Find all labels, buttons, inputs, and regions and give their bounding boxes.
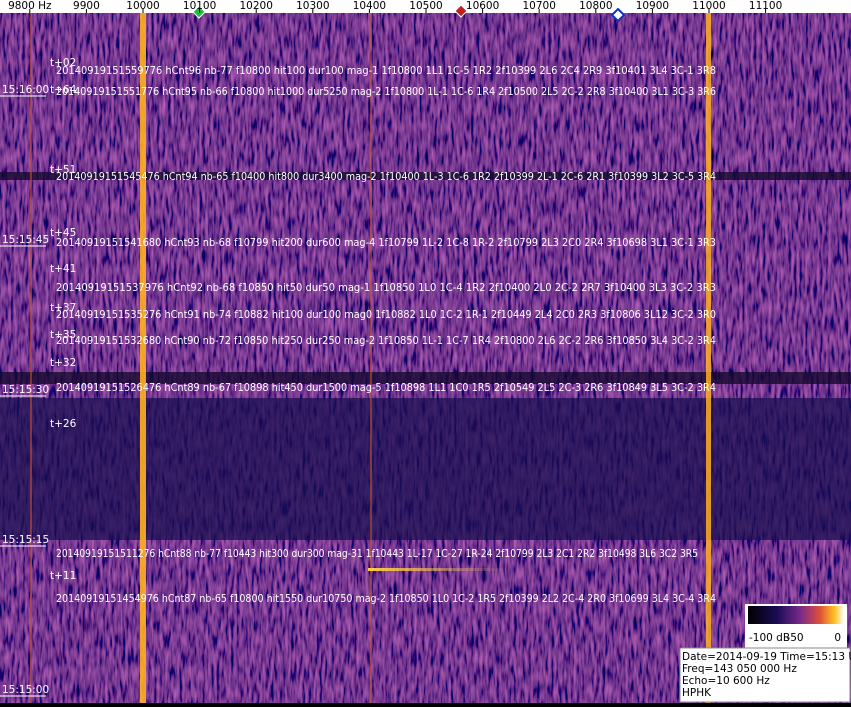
event-marker: t+41 xyxy=(50,263,76,275)
event-marker: t+64 xyxy=(50,84,77,96)
info-box xyxy=(679,647,851,703)
info-line: Echo=10 600 Hz xyxy=(682,675,770,687)
dark-row xyxy=(0,372,851,384)
detection-line: 20140919151532680 hCnt90 nb-72 f10850 hi… xyxy=(56,335,716,347)
detection-line: 20140919151559776 hCnt96 nb-77 f10800 hi… xyxy=(56,65,716,77)
info-line: Freq=143 050 000 Hz xyxy=(682,663,797,675)
freq-tick-label: 10400 xyxy=(353,0,386,12)
marker-green[interactable] xyxy=(192,5,206,19)
freq-tick-label: 11000 xyxy=(692,0,725,12)
detection-line: 20140919151545476 hCnt94 nb-65 f10400 hi… xyxy=(56,171,716,183)
freq-tick-label: 10100 xyxy=(183,0,216,12)
info-line: Date=2014-09-19 Time=15:13 UTC xyxy=(682,651,851,663)
marker-blue[interactable] xyxy=(610,7,626,23)
time-label: 15:15:15 xyxy=(2,534,49,546)
time-label: 15:15:30 xyxy=(2,384,49,396)
freq-tick-label: 10900 xyxy=(636,0,669,12)
spur-line xyxy=(30,13,32,703)
event-marker: t+32 xyxy=(50,357,76,369)
detection-line: 20140919151526476 hCnt89 nb-67 f10898 hi… xyxy=(56,382,716,394)
quiet-band xyxy=(0,398,851,540)
event-marker: t+45 xyxy=(50,227,76,239)
time-label: 15:15:45 xyxy=(2,234,49,246)
carrier-line xyxy=(706,13,711,703)
axis-markers xyxy=(192,4,626,23)
detection-line: 20140919151541680 hCnt93 nb-68 f10799 hi… xyxy=(56,237,716,249)
colorbar-label: 0 xyxy=(834,632,841,644)
event-marker: t+26 xyxy=(50,418,77,430)
event-marker: t+02 xyxy=(50,57,76,69)
freq-tick-label: 10800 xyxy=(579,0,612,12)
meteor-echo xyxy=(368,568,508,571)
freq-tick-label: 10500 xyxy=(409,0,442,12)
colorbar-label: -50 xyxy=(786,632,803,644)
detection-line: 20140919151551776 hCnt95 nb-66 f10800 hi… xyxy=(56,86,716,98)
freq-axis-bar xyxy=(0,0,851,13)
dark-row xyxy=(0,172,851,180)
event-marker: t+35 xyxy=(50,329,76,341)
detection-line: 20140919151535276 hCnt91 nb-74 f10882 hi… xyxy=(56,309,716,321)
freq-tick-label: 11100 xyxy=(749,0,782,12)
event-marker: t+11 xyxy=(50,570,76,582)
detection-line: 20140919151537976 hCnt92 nb-68 f10850 hi… xyxy=(56,282,716,294)
event-marker: t+51 xyxy=(50,164,76,176)
freq-tick-label: 10300 xyxy=(296,0,329,12)
spur-line xyxy=(370,13,372,703)
marker-red[interactable] xyxy=(454,4,468,18)
time-label: 15:16:00 xyxy=(2,84,49,96)
freq-tick-label: 9800 Hz xyxy=(8,0,52,12)
detection-line: 20140919151454976 hCnt87 nb-65 f10800 hi… xyxy=(56,593,716,605)
freq-tick-label: 9900 xyxy=(73,0,100,12)
event-marker: t+37 xyxy=(50,302,76,314)
colorbar-label: -100 dB xyxy=(749,632,790,644)
carrier-line xyxy=(140,13,146,703)
freq-tick-label: 10700 xyxy=(522,0,555,12)
freq-tick-label: 10200 xyxy=(239,0,272,12)
time-label: 15:15:00 xyxy=(2,684,49,696)
freq-tick-label: 10600 xyxy=(466,0,499,12)
detection-line: 20140919151511276 hCnt88 nb-77 f10443 hi… xyxy=(56,548,698,560)
colorbar xyxy=(748,606,844,624)
info-line: HPHK xyxy=(682,687,712,699)
freq-tick-label: 10000 xyxy=(126,0,159,12)
